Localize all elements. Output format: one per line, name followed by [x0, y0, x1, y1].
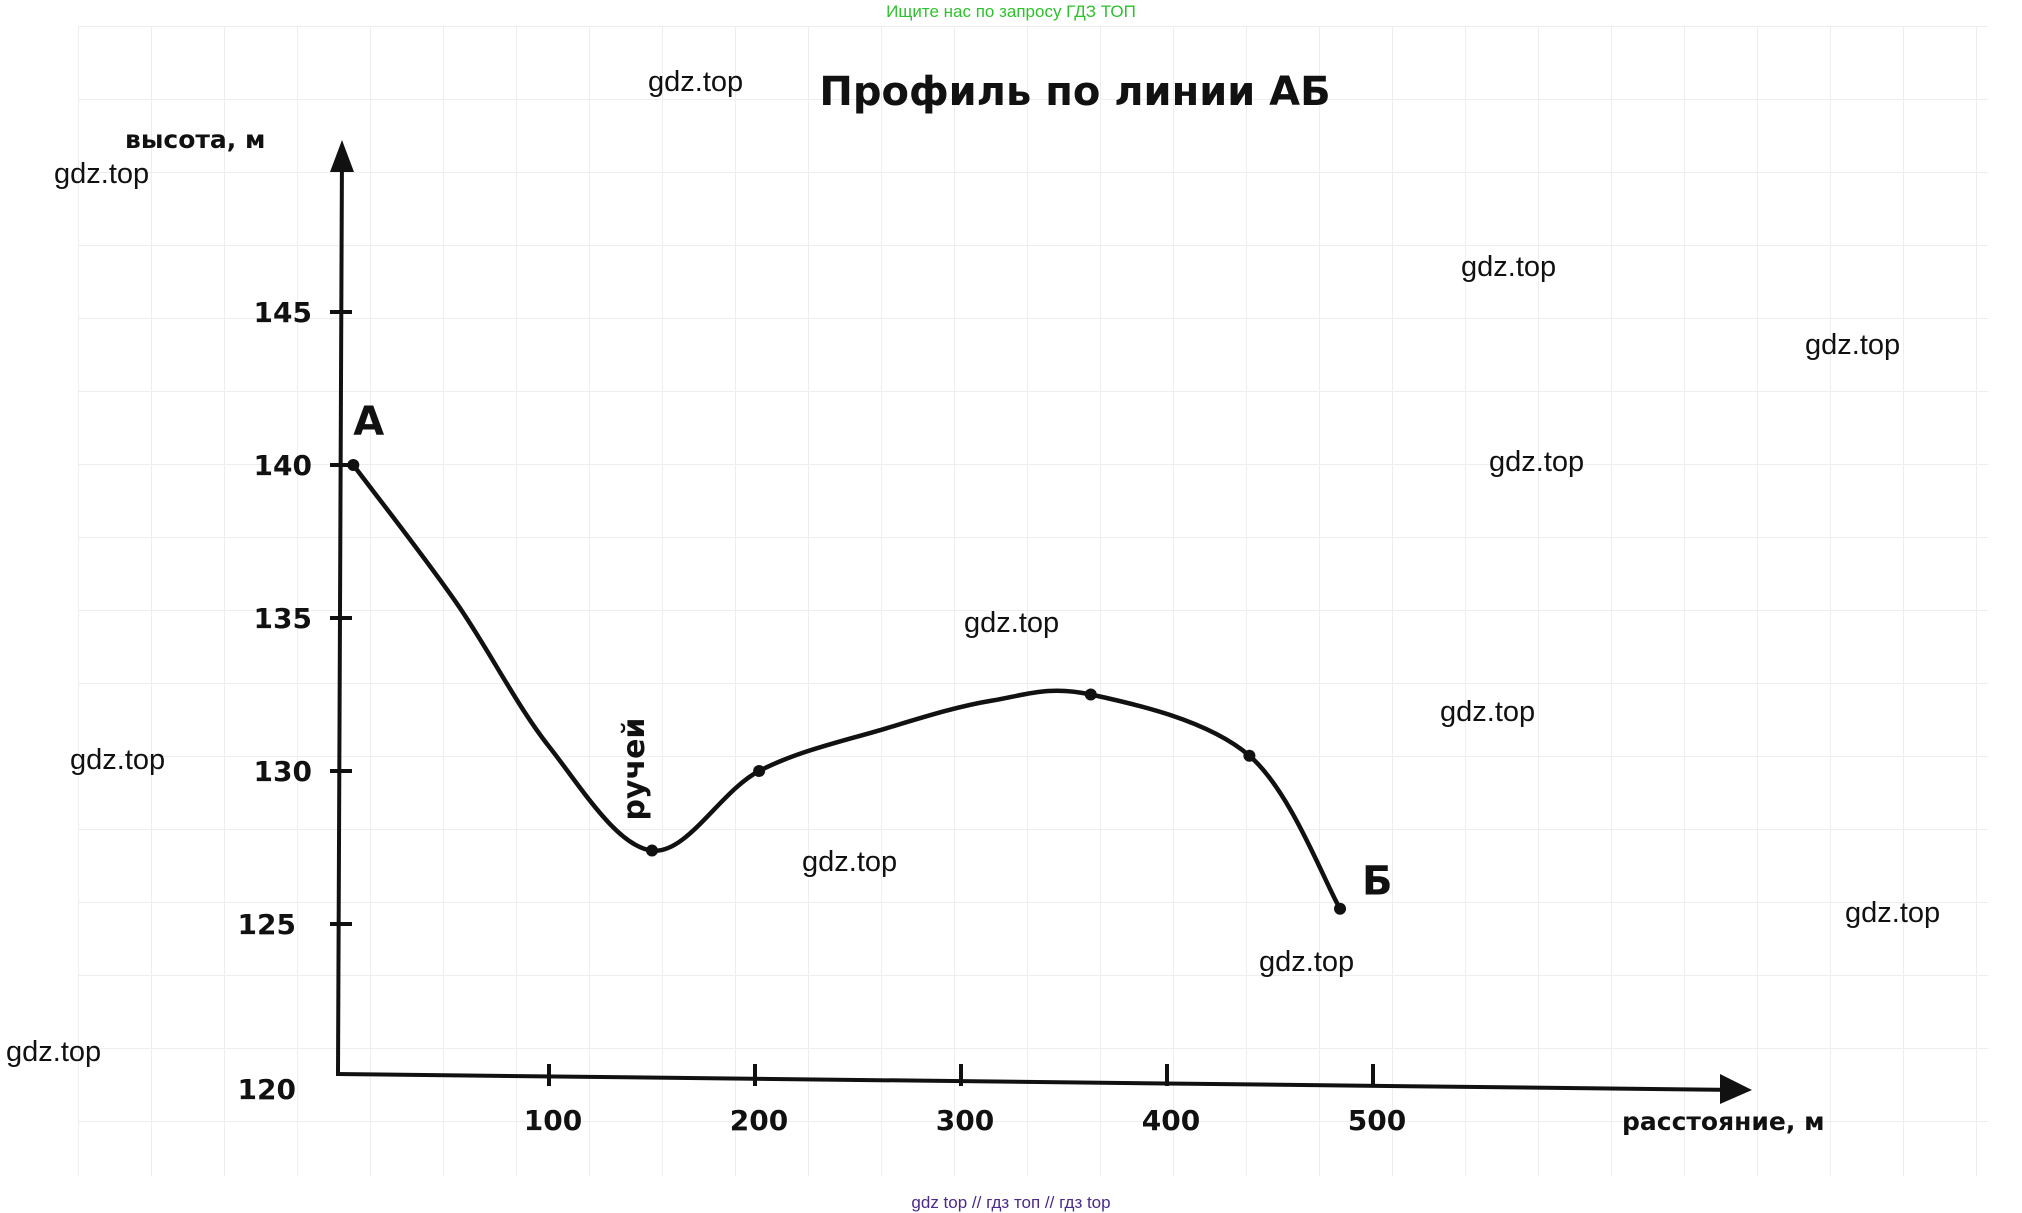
point-label-b: Б: [1362, 859, 1393, 905]
chart-title: Профиль по линии АБ: [819, 69, 1330, 115]
profile-line: [351, 462, 1343, 911]
watermark: gdz.top: [1440, 696, 1536, 728]
x-axis-label: расстояние, м: [1622, 1107, 1825, 1136]
watermark: gdz.top: [1805, 329, 1901, 361]
watermark: gdz.top: [70, 744, 166, 776]
watermark: gdz.top: [1489, 446, 1585, 478]
watermark: gdz.top: [1259, 946, 1355, 978]
data-point: [753, 765, 766, 777]
watermark: gdz.top: [54, 158, 150, 190]
x-tick-label: 200: [730, 1104, 788, 1137]
watermark: gdz.top: [6, 1036, 102, 1068]
x-tick-label: 300: [936, 1104, 994, 1137]
y-tick-label: 140: [254, 449, 312, 482]
data-point: [1084, 688, 1097, 701]
x-axis-arrow: [1720, 1074, 1752, 1104]
watermark: gdz.top: [802, 846, 898, 878]
data-point: [1243, 749, 1256, 762]
watermark: gdz.top: [1461, 251, 1557, 283]
y-axis-label: высота, м: [125, 125, 265, 154]
data-point: [646, 844, 658, 857]
x-tick-label: 400: [1142, 1104, 1200, 1137]
x-tick-label: 100: [524, 1104, 582, 1137]
y-tick-label: 125: [238, 908, 296, 941]
y-tick-label: 130: [254, 755, 312, 788]
data-point: [347, 459, 360, 471]
y-tick-label: 135: [254, 602, 312, 635]
watermark: gdz.top: [648, 66, 744, 98]
y-tick-label: 145: [254, 296, 312, 329]
search-banner[interactable]: Ищите нас по запросу ГДЗ ТОП: [886, 2, 1136, 21]
x-tick-label: 500: [1348, 1104, 1406, 1137]
point-label-a: А: [353, 399, 384, 445]
y-axis-arrow: [330, 140, 354, 172]
footer-links[interactable]: gdz top // гдз топ // гдз top: [911, 1193, 1111, 1212]
stream-label: ручей: [617, 718, 652, 821]
watermark: gdz.top: [1845, 897, 1941, 929]
grid-paper-background: [78, 26, 1988, 1176]
y-tick-label: 120: [238, 1073, 296, 1106]
data-point: [1334, 902, 1347, 915]
x-axis: [335, 1072, 1741, 1092]
y-axis: [336, 149, 344, 1075]
watermark: gdz.top: [964, 607, 1060, 639]
